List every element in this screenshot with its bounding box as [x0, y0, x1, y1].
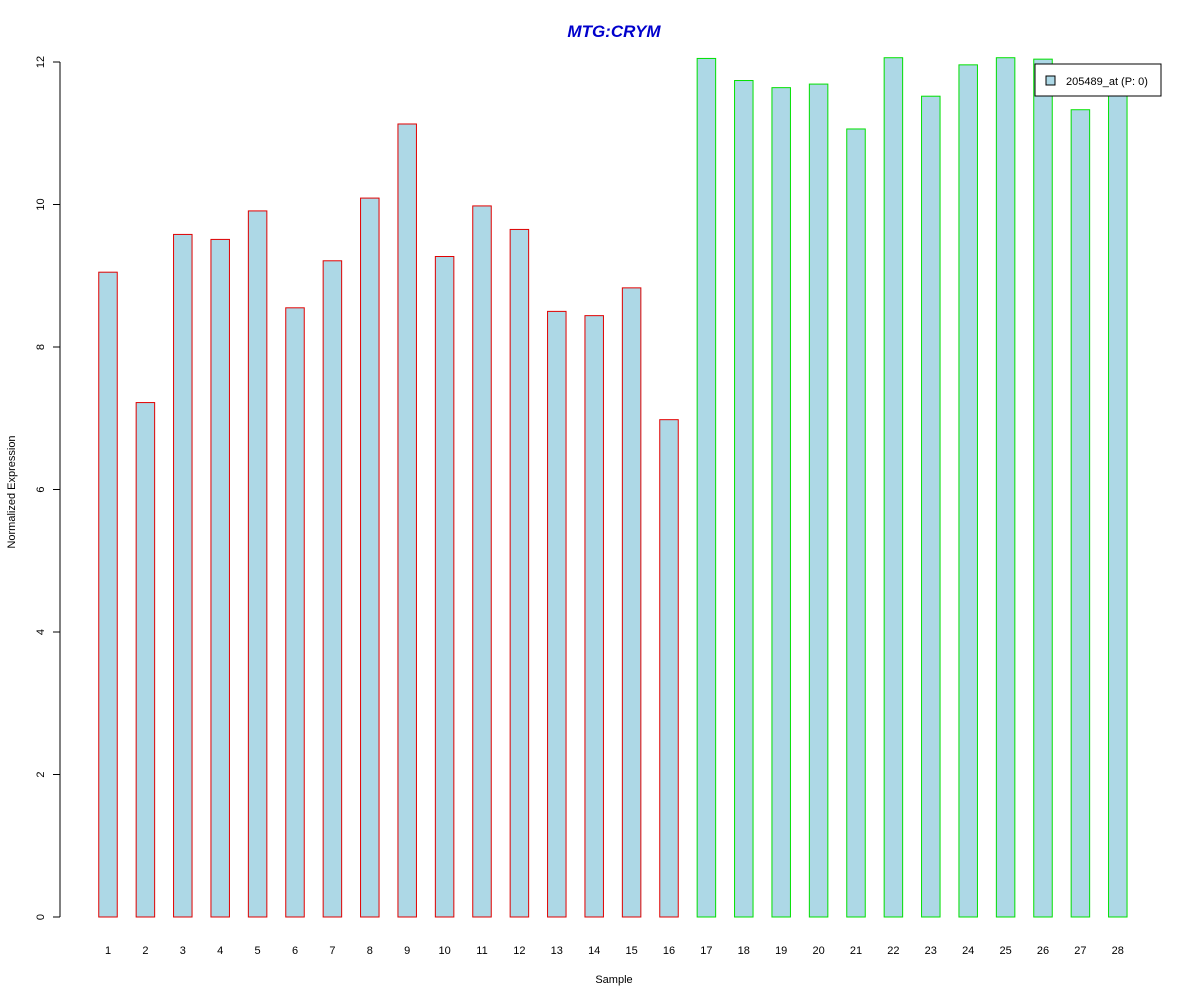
x-axis-tick-label: 2: [142, 945, 148, 957]
bar: [584, 315, 604, 918]
x-axis-tick-label: 10: [438, 945, 450, 957]
x-axis-tick-label: 18: [738, 945, 750, 957]
bar: [696, 57, 717, 918]
x-axis-tick-label: 19: [775, 945, 787, 957]
x-axis-tick-label: 1: [105, 945, 111, 957]
bar: [547, 310, 567, 918]
x-axis-tick-label: 5: [255, 945, 261, 957]
x-axis-tick-label: 9: [404, 945, 410, 957]
bar: [397, 123, 417, 918]
legend-swatch: [1045, 75, 1056, 86]
x-axis-tick-label: 17: [700, 945, 712, 957]
bar: [472, 205, 492, 918]
x-axis-tick-label: 15: [625, 945, 637, 957]
y-axis-tick-label: 12: [35, 56, 47, 68]
x-axis-tick-label: 12: [513, 945, 525, 957]
y-axis: 0 2 4 6 8 10 12: [35, 56, 61, 920]
y-axis-tick-label: 8: [35, 344, 47, 350]
legend-box: [1034, 63, 1162, 97]
bar: [921, 95, 941, 918]
x-axis-tick-label: 13: [551, 945, 563, 957]
bar: [995, 57, 1016, 918]
legend-label: 205489_at (P: 0): [1066, 76, 1148, 88]
bar: [509, 228, 530, 918]
bar: [210, 238, 230, 918]
bar: [1033, 58, 1053, 918]
x-axis-tick-label: 14: [588, 945, 600, 957]
x-axis-tick-label: 26: [1037, 945, 1049, 957]
chart-title: MTG:CRYM: [567, 22, 661, 41]
legend: 205489_at (P: 0): [1034, 63, 1162, 97]
bar: [734, 80, 754, 918]
x-axis-tick-label: 24: [962, 945, 974, 957]
x-axis-tick-label: 4: [217, 945, 223, 957]
x-axis-tick-label: 8: [367, 945, 373, 957]
x-axis-tick-label: 11: [476, 945, 487, 957]
y-axis-tick-label: 10: [35, 198, 47, 210]
x-axis-tick-label: 16: [663, 945, 675, 957]
x-axis-tick-label: 3: [180, 945, 186, 957]
y-axis-label: Normalized Expression: [6, 435, 18, 548]
x-axis-tick-label: 27: [1074, 945, 1086, 957]
x-axis-tick-label: 7: [329, 945, 335, 957]
x-axis-tick-labels: 1 2 3 4 5 6 7 8 9 10 11 12 13 14 15 16 17 18 19 20 21 22 23 24 2…: [105, 945, 1124, 957]
bars: [98, 57, 1128, 918]
x-axis-tick-label: 20: [812, 945, 824, 957]
x-axis-tick-label: 25: [999, 945, 1011, 957]
bar: [808, 83, 829, 918]
bar: [1108, 88, 1128, 918]
bar: [771, 87, 791, 918]
bar: [173, 233, 193, 918]
bar: [434, 256, 455, 918]
x-axis-tick-label: 21: [850, 945, 862, 957]
y-axis-tick-label: 4: [35, 629, 47, 635]
bar: [247, 210, 268, 918]
bar: [322, 260, 343, 918]
bar: [621, 287, 642, 918]
x-axis-tick-label: 23: [925, 945, 937, 957]
bar: [659, 419, 679, 918]
bar: [135, 402, 156, 918]
bar: [958, 64, 978, 918]
x-axis-tick-label: 28: [1112, 945, 1124, 957]
y-axis-tick-label: 2: [35, 771, 47, 777]
x-axis-tick-label: 22: [887, 945, 899, 957]
x-axis-tick-label: 6: [292, 945, 298, 957]
bar: [360, 197, 380, 918]
y-axis-tick-label: 6: [35, 486, 47, 492]
bar: [883, 57, 904, 918]
bar: [846, 128, 866, 918]
bar: [1070, 109, 1091, 918]
bar: [285, 307, 305, 918]
x-axis-label: Sample: [595, 974, 632, 986]
y-axis-tick-label: 0: [35, 914, 47, 920]
bar: [98, 271, 118, 918]
